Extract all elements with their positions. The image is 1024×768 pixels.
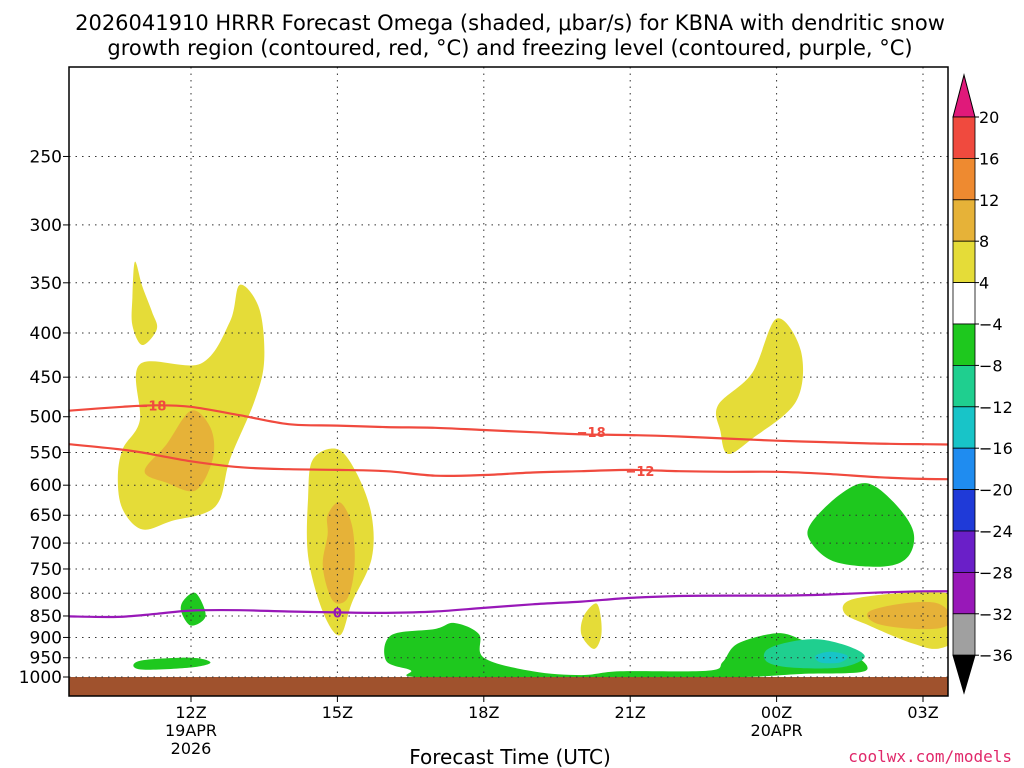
x-tick-year-label: 2026 — [171, 739, 212, 758]
colorbar-bin — [952, 572, 976, 615]
colorbar-bin — [952, 447, 976, 491]
contour-line — [69, 590, 948, 619]
colorbar-label: −4 — [979, 315, 1003, 334]
contour-label: −18 — [137, 399, 166, 414]
colorbar-bin — [952, 240, 976, 283]
colorbar-bin — [952, 282, 976, 325]
omega-shaded-region — [133, 657, 211, 670]
y-tick-label: 650 — [30, 506, 62, 526]
colorbar-label: −28 — [979, 563, 1013, 582]
colorbar-label: 8 — [979, 232, 989, 251]
colorbar-bottom-arrow — [952, 654, 976, 695]
colorbar-bin — [952, 323, 976, 366]
contour-label: −12 — [625, 465, 654, 480]
y-tick-label: 1000 — [19, 668, 62, 688]
y-tick-label: 250 — [30, 147, 62, 167]
x-tick-label: 00Z — [761, 703, 792, 722]
chart-title-line-2: growth region (contoured, red, °C) and f… — [107, 36, 912, 60]
colorbar: 20 16 12 8 4 −4 −8 −12 −16 −20 −24 −28 −32 −36 — [952, 73, 1013, 695]
y-tick-label: 400 — [30, 324, 62, 344]
colorbar-label: −32 — [979, 605, 1013, 624]
colorbar-bin — [952, 199, 976, 242]
colorbar-bin — [952, 116, 976, 159]
chart-title-line-1: 2026041910 HRRR Forecast Omega (shaded, … — [75, 11, 945, 35]
contour-label: −18 — [577, 426, 606, 441]
colorbar-bin — [952, 406, 976, 449]
colorbar-label: −8 — [979, 356, 1003, 375]
x-tick-date-label: 20APR — [751, 721, 803, 740]
x-tick-date-label: 19APR — [165, 721, 217, 740]
y-tick-label: 300 — [30, 216, 62, 236]
colorbar-bin — [952, 489, 976, 532]
omega-shaded-region — [131, 261, 158, 346]
credit-link[interactable]: coolwx.com/models — [848, 747, 1012, 766]
ground-surface — [69, 677, 948, 696]
colorbar-label: −20 — [979, 481, 1013, 500]
colorbar-top-arrow — [952, 73, 976, 118]
y-tick-label: 850 — [30, 607, 62, 627]
omega-shaded-region — [384, 622, 868, 678]
omega-shaded-region — [322, 502, 355, 604]
x-tick-label: 21Z — [615, 703, 646, 722]
colorbar-label: −24 — [979, 522, 1013, 541]
y-tick-label: 800 — [30, 584, 62, 604]
contour-line — [69, 404, 948, 446]
colorbar-bin — [952, 613, 976, 656]
y-tick-label: 950 — [30, 649, 62, 669]
contours: −18 −18 −12 0 — [69, 399, 948, 621]
y-tick-label: 450 — [30, 368, 62, 388]
y-tick-label: 750 — [30, 560, 62, 580]
y-tick-label: 550 — [30, 444, 62, 464]
colorbar-bin — [952, 364, 976, 408]
y-axis-labels: 2503003504004505005506006507007508008509… — [19, 147, 69, 688]
colorbar-label: 4 — [979, 274, 989, 293]
x-tick-label: 12Z — [175, 703, 206, 722]
colorbar-bin — [952, 157, 976, 201]
y-tick-label: 700 — [30, 534, 62, 554]
contour-label: 0 — [333, 606, 342, 621]
plot-frame — [68, 66, 949, 697]
colorbar-label: −16 — [979, 439, 1013, 458]
contour-line — [69, 443, 948, 481]
omega-shaded-region — [144, 410, 215, 492]
colorbar-label: −12 — [979, 398, 1013, 417]
x-tick-label: 15Z — [322, 703, 353, 722]
x-tick-label: 03Z — [907, 703, 938, 722]
omega-shaded-region — [180, 592, 206, 626]
colorbar-label: −36 — [979, 646, 1013, 665]
colorbar-label: 12 — [979, 191, 999, 210]
omega-shaded-region — [580, 603, 602, 649]
x-axis-title: Forecast Time (UTC) — [409, 745, 611, 768]
y-tick-label: 600 — [30, 476, 62, 496]
omega-shaded-region — [715, 318, 804, 455]
grid-lines — [69, 67, 948, 678]
y-tick-label: 500 — [30, 408, 62, 428]
colorbar-label: 16 — [979, 149, 999, 168]
omega-shaded-region — [815, 651, 848, 664]
y-tick-label: 350 — [30, 274, 62, 294]
plot-area — [69, 261, 948, 696]
y-tick-label: 900 — [30, 628, 62, 648]
omega-shaded-region — [807, 483, 915, 567]
x-tick-label: 18Z — [468, 703, 499, 722]
colorbar-label: 20 — [979, 108, 999, 127]
colorbar-bin — [952, 530, 976, 573]
